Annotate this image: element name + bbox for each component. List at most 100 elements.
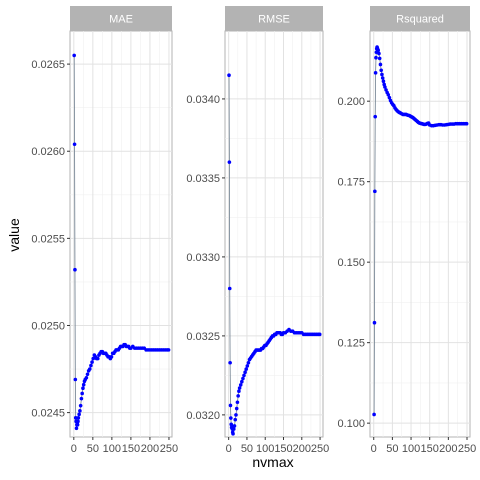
- data-point: [82, 383, 86, 387]
- y-tick-label: 0.0325: [186, 331, 220, 343]
- x-tick-label: 150: [274, 443, 292, 455]
- data-point: [96, 357, 100, 361]
- data-point: [234, 413, 238, 417]
- data-point: [110, 355, 114, 359]
- panel-background-mae: [70, 31, 172, 437]
- data-point: [80, 397, 84, 401]
- data-point: [373, 190, 377, 194]
- data-point: [376, 49, 380, 53]
- strip-label-rsquared: Rsquared: [396, 14, 444, 26]
- data-point: [77, 413, 81, 417]
- y-tick-label: 0.0335: [186, 173, 220, 185]
- data-point: [465, 122, 469, 126]
- data-point: [238, 386, 242, 390]
- x-axis-title: nvmax: [252, 454, 293, 470]
- y-axis-title: value: [6, 218, 22, 252]
- x-tick-label: 150: [122, 443, 140, 455]
- x-tick-label: 50: [87, 443, 99, 455]
- data-point: [379, 68, 383, 72]
- data-point: [167, 348, 171, 352]
- data-point: [235, 407, 239, 411]
- data-point: [372, 413, 376, 417]
- x-tick-label: 200: [439, 443, 457, 455]
- panel-rsquared: Rsquared0.1000.1250.1500.1750.2000 50 100 1…: [337, 6, 476, 455]
- y-tick-label: 0.125: [337, 338, 365, 350]
- data-point: [78, 409, 82, 413]
- x-tick-label: 100: [103, 443, 121, 455]
- y-tick-label: 0.0255: [31, 233, 65, 245]
- data-point: [247, 361, 251, 365]
- x-tick-label: 50: [386, 443, 398, 455]
- data-point: [239, 383, 243, 387]
- data-point: [74, 378, 78, 382]
- x-tick-label: 100: [256, 443, 274, 455]
- data-point: [380, 73, 384, 77]
- y-tick-label: 0.0245: [31, 408, 65, 420]
- y-tick-label: 0.0250: [31, 320, 65, 332]
- data-point: [237, 389, 241, 393]
- panel-background-rsquared: [370, 31, 470, 437]
- y-tick-label: 0.0320: [186, 410, 220, 422]
- data-point: [242, 374, 246, 378]
- data-point: [72, 54, 76, 58]
- x-tick-label: 250: [160, 443, 178, 455]
- y-tick-label: 0.0340: [186, 94, 220, 106]
- data-point: [228, 287, 232, 291]
- data-point: [73, 142, 77, 146]
- y-tick-label: 0.150: [337, 257, 365, 269]
- data-point: [229, 416, 233, 420]
- strip-label-mae: MAE: [109, 14, 133, 26]
- data-point: [81, 386, 85, 390]
- data-point: [90, 360, 94, 364]
- data-point: [228, 361, 232, 365]
- data-point: [231, 432, 235, 436]
- data-point: [89, 364, 93, 368]
- y-tick-label: 0.175: [337, 177, 365, 189]
- data-point: [85, 376, 89, 380]
- panel-mae: MAE 0.0245 0.0250 0.0255 0.0260 0.0265 0 50 100 1…: [31, 6, 178, 455]
- data-point: [80, 392, 84, 396]
- data-point: [379, 63, 383, 67]
- data-point: [318, 333, 322, 337]
- x-tick-label: 200: [293, 443, 311, 455]
- data-point: [244, 367, 248, 371]
- data-point: [88, 367, 92, 371]
- x-tick-label: 250: [458, 443, 476, 455]
- data-point: [374, 71, 378, 75]
- x-tick-label: 200: [141, 443, 159, 455]
- y-tick-label: 0.0265: [31, 59, 65, 71]
- x-tick-label: 250: [311, 443, 329, 455]
- panel-rmse: RMSE 0.0320 0.0325 0.0330 0.0335 0.0340 0 50 100…: [186, 6, 329, 455]
- data-point: [76, 420, 80, 424]
- data-point: [73, 268, 77, 272]
- data-point: [227, 73, 231, 77]
- strip-label-rmse: RMSE: [258, 14, 290, 26]
- x-tick-label: 0: [226, 443, 232, 455]
- data-point: [77, 416, 81, 420]
- x-tick-label: 100: [402, 443, 420, 455]
- data-point: [373, 115, 377, 119]
- data-point: [232, 427, 236, 431]
- y-tick-label: 0.200: [337, 96, 365, 108]
- data-point: [228, 160, 232, 164]
- data-point: [75, 426, 79, 430]
- data-point: [241, 377, 245, 381]
- data-point: [233, 418, 237, 422]
- data-point: [246, 364, 250, 368]
- x-tick-label: 0: [71, 443, 77, 455]
- data-point: [378, 57, 382, 61]
- panel-background-rmse: [225, 31, 323, 437]
- y-tick-label: 0.0330: [186, 252, 220, 264]
- data-point: [233, 424, 237, 428]
- data-point: [79, 404, 83, 408]
- data-point: [236, 400, 240, 404]
- data-point: [373, 321, 377, 325]
- data-point: [382, 79, 386, 83]
- y-tick-label: 0.100: [337, 418, 365, 430]
- data-point: [377, 52, 381, 56]
- data-point: [76, 423, 80, 427]
- data-point: [236, 394, 240, 398]
- data-point: [86, 372, 90, 376]
- data-point: [240, 380, 244, 384]
